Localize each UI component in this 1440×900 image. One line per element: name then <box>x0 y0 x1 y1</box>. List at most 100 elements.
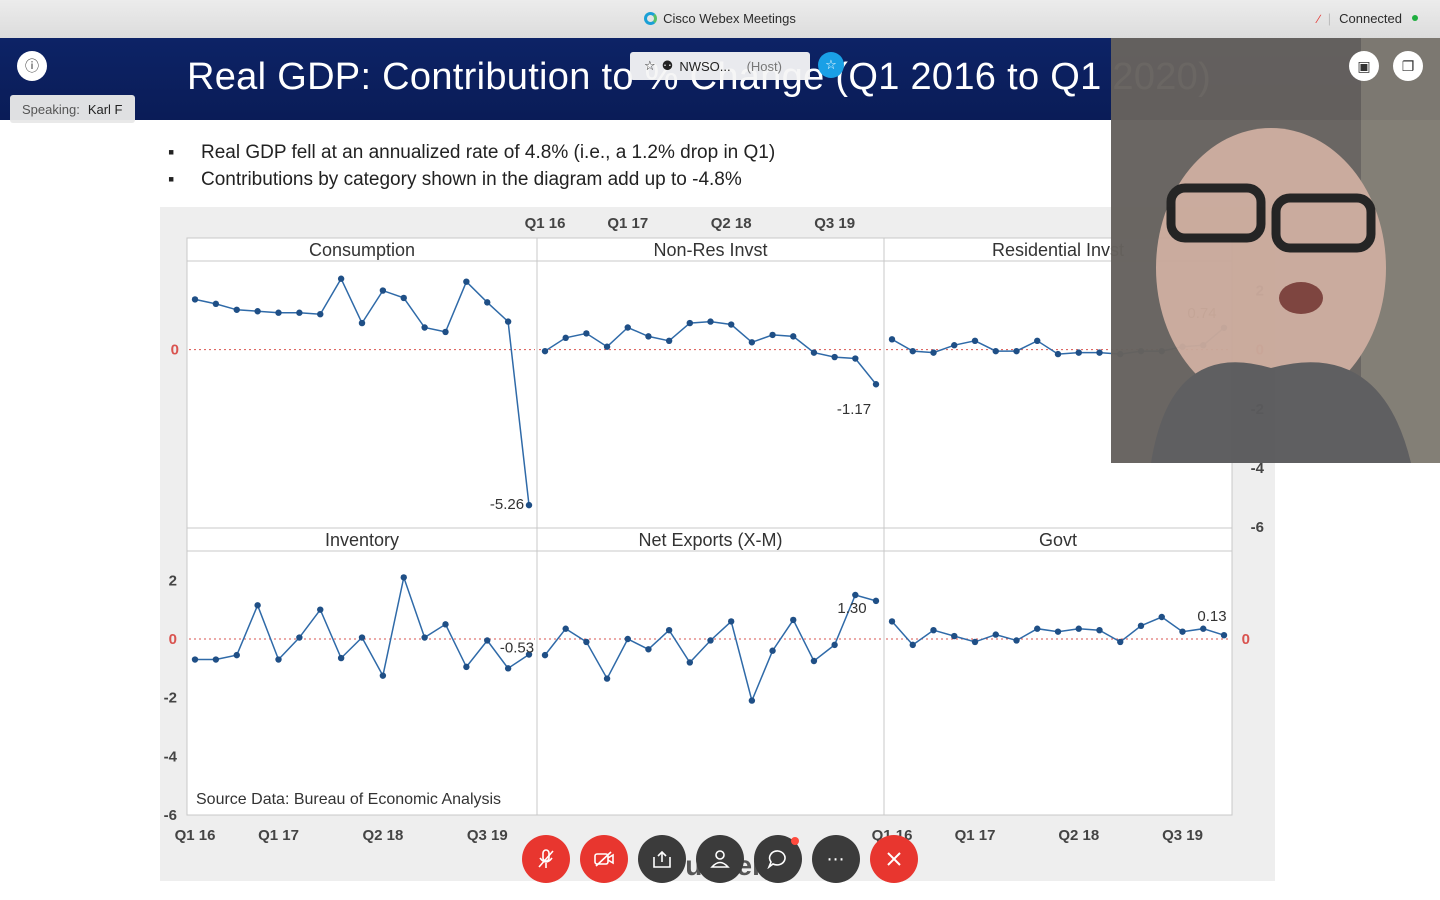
camera-off-icon <box>594 851 614 867</box>
data-point <box>872 381 880 388</box>
pin-icon: ☆ <box>825 57 837 72</box>
data-point <box>1200 625 1207 632</box>
data-point <box>624 635 631 643</box>
data-point <box>541 651 549 659</box>
connection-status: ∕ | Connected <box>1318 11 1418 26</box>
x-tick-label: Q1 17 <box>607 215 648 232</box>
data-point <box>504 318 512 325</box>
data-point <box>852 355 859 362</box>
data-point <box>421 634 428 641</box>
data-point <box>790 616 797 624</box>
data-point <box>686 319 694 327</box>
microphone-off-icon <box>538 849 554 868</box>
slide-bullet: Real GDP fell at an annualized rate of 4… <box>168 142 775 169</box>
data-point <box>665 627 673 634</box>
shared-screen: Real GDP: Contribution to % Change (Q1 2… <box>0 38 1440 900</box>
data-point <box>296 309 303 316</box>
data-point <box>317 311 324 318</box>
data-point <box>421 324 428 331</box>
data-point <box>707 318 714 325</box>
data-point <box>296 634 303 641</box>
panel-title: Residential Invst <box>992 240 1124 260</box>
panel-title: Non-Res Invst <box>653 240 767 260</box>
y-tick-label: 0 <box>171 342 179 359</box>
data-point <box>400 574 407 581</box>
window-view-button[interactable]: ❐ <box>1393 51 1423 81</box>
data-point <box>583 638 590 646</box>
data-point <box>233 306 240 313</box>
meeting-info-button[interactable]: ⓘ <box>17 51 47 81</box>
picture-in-picture-icon: ▣ <box>1357 57 1371 74</box>
app-title-area: Cisco Webex Meetings <box>0 11 1440 26</box>
chat-notification-dot <box>791 837 799 845</box>
x-tick-label: Q1 16 <box>175 827 216 844</box>
panel-header-strip <box>186 527 1233 552</box>
data-point <box>254 308 261 315</box>
data-point <box>337 275 345 282</box>
window-title-bar: Cisco Webex Meetings ∕ | Connected <box>0 0 1440 39</box>
data-point <box>1075 349 1082 356</box>
data-point <box>442 621 449 628</box>
participants-button[interactable] <box>696 835 744 883</box>
speaker-video[interactable] <box>1111 38 1440 463</box>
data-point <box>810 349 818 356</box>
slide-bullet: Contributions by category shown in the d… <box>168 169 775 196</box>
data-point <box>769 331 776 339</box>
data-point <box>379 672 387 679</box>
data-point <box>463 663 470 671</box>
data-point <box>1096 627 1103 634</box>
speaker-mouth <box>1279 282 1323 314</box>
leave-meeting-button[interactable] <box>870 835 918 883</box>
connected-dot-icon <box>1412 15 1418 21</box>
host-name: NWSO... <box>679 58 731 74</box>
layout-switch-button[interactable]: ▣ <box>1349 51 1379 81</box>
x-tick-label: Q1 17 <box>955 827 996 844</box>
data-point <box>358 634 366 641</box>
data-point <box>525 501 533 509</box>
data-point <box>748 339 756 346</box>
x-tick-label: Q2 18 <box>1058 827 1099 844</box>
data-point <box>992 347 999 355</box>
active-speaker-label: Speaking: Karl F <box>10 95 135 123</box>
data-point <box>191 296 199 303</box>
status-separator: | <box>1327 11 1332 26</box>
more-options-button[interactable]: ⋯ <box>812 835 860 883</box>
data-point <box>1179 628 1186 635</box>
data-point <box>191 656 199 663</box>
data-point <box>930 627 937 634</box>
mute-button[interactable] <box>522 835 570 883</box>
data-label: -0.53 <box>500 640 534 657</box>
video-button[interactable] <box>580 835 628 883</box>
data-point <box>727 618 735 625</box>
info-icon: ⓘ <box>25 58 39 74</box>
data-point <box>1034 625 1041 632</box>
participants-icon <box>710 850 730 868</box>
data-point <box>665 337 673 344</box>
data-point <box>212 300 220 308</box>
close-icon <box>887 852 901 866</box>
data-point <box>484 637 491 644</box>
x-tick-label: Q2 18 <box>362 827 403 844</box>
data-point <box>1117 638 1124 646</box>
panel-title: Inventory <box>325 530 399 550</box>
data-point <box>909 347 916 355</box>
host-sharing-indicator[interactable]: ☆ ⚉ NWSO... (Host) <box>630 52 810 80</box>
data-point <box>951 632 958 640</box>
pin-button[interactable]: ☆ <box>818 52 844 78</box>
share-button[interactable] <box>638 835 686 883</box>
data-point <box>769 647 776 654</box>
data-point <box>1013 637 1020 644</box>
y-tick-label: -6 <box>1251 519 1264 536</box>
data-point <box>603 343 611 350</box>
data-point <box>358 319 366 327</box>
y-tick-label: -2 <box>164 690 177 707</box>
chat-button[interactable] <box>754 835 802 883</box>
speaker-head <box>1156 128 1386 408</box>
data-point <box>463 278 470 285</box>
y-tick-label: -4 <box>1251 460 1265 477</box>
data-point <box>624 324 631 331</box>
data-point <box>951 342 958 349</box>
data-point <box>1137 622 1145 629</box>
data-point <box>379 287 387 294</box>
